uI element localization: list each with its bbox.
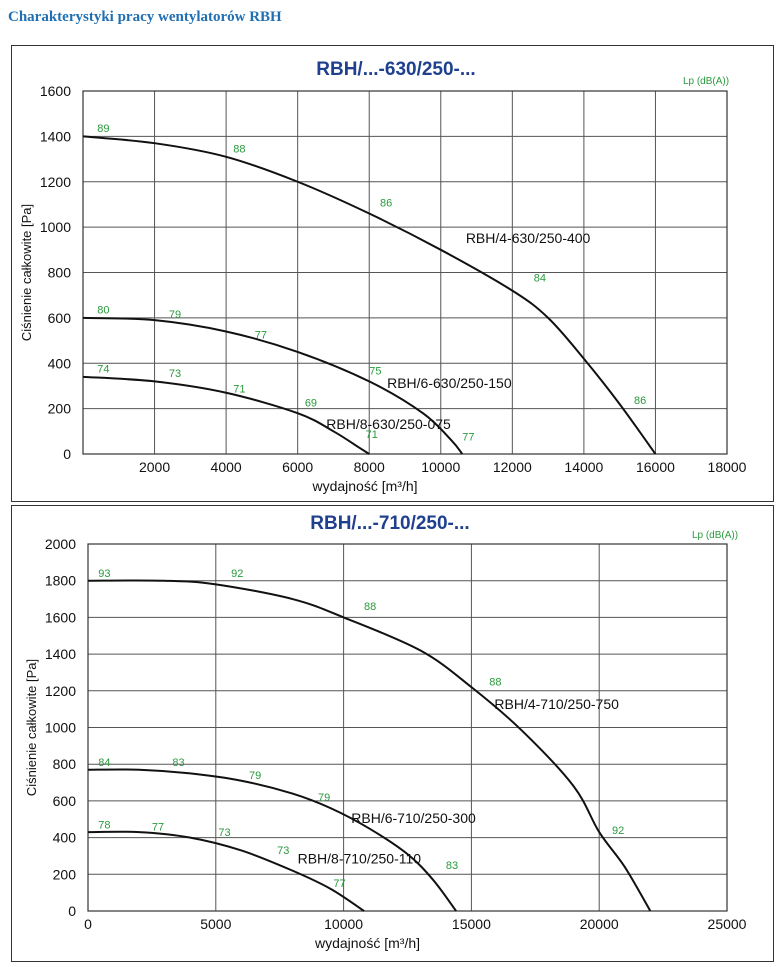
y-tick-label: 1600 [40,83,71,99]
lp-label: 71 [233,384,245,396]
x-tick-label: 15000 [452,916,491,932]
x-tick-label: 5000 [200,916,231,932]
plot-frame [82,90,728,455]
y-tick-label: 1000 [40,219,71,235]
lp-label: 77 [333,878,345,890]
lp-label: 84 [534,273,546,285]
series-label-2: RBH/6-710/250-300 [351,810,476,826]
x-tick-label: 12000 [493,459,532,475]
lp-label: 84 [98,757,110,769]
lp-label: 77 [462,431,474,443]
lp-label: 88 [233,143,245,155]
lp-label: 83 [172,757,184,769]
x-tick-label: 16000 [636,459,675,475]
x-tick-label: 10000 [421,459,460,475]
plot-frame [87,543,728,912]
lp-label: 88 [489,676,501,688]
x-tick-label: 2000 [139,459,170,475]
y-axis-label: Ciśnienie całkowite [Pa] [24,659,39,796]
x-tick-label: 4000 [211,459,242,475]
x-tick-label: 20000 [580,916,619,932]
x-tick-label: 6000 [282,459,313,475]
series-line-3 [82,375,370,455]
lp-label: 80 [97,304,109,316]
series-line-1 [82,135,657,455]
y-tick-label: 1000 [45,720,76,736]
chart-title: RBH/...-710/250-... [310,513,469,534]
chart-panel-710: RBH/...-710/250-... Lp (dB(A)) 0 5000 10000 1… [11,505,774,962]
y-tick-label: 2000 [45,536,76,552]
lp-label: 92 [231,568,243,580]
series-line-3 [87,830,365,912]
y-axis-label: Ciśnienie całkowite [Pa] [19,204,34,341]
lp-label: 86 [380,198,392,210]
x-tick-label: 8000 [354,459,385,475]
lp-label: 83 [446,860,458,872]
y-tick-label: 800 [53,756,77,772]
y-tick-label: 0 [68,903,76,919]
y-tick-label: 400 [48,355,72,371]
chart-panel-630: RBH/...-630/250-... Lp (dB(A)) 2000 4000 600… [11,45,774,502]
lp-label: 93 [98,568,110,580]
y-tick-label: 0 [63,446,71,462]
y-tick-label: 400 [53,830,77,846]
lp-label: 77 [255,329,267,341]
y-tick-label: 1200 [40,174,71,190]
y-tick-label: 1600 [45,609,76,625]
lp-label: 75 [369,366,381,378]
y-tick-label: 800 [48,265,72,281]
y-tick-label: 1800 [45,573,76,589]
x-axis-label: wydajność [m³/h] [314,935,420,951]
lp-label: 92 [612,825,624,837]
lp-label: 88 [364,601,376,613]
y-tick-label: 1400 [40,128,71,144]
lp-label: 78 [98,819,110,831]
chart-630-svg: RBH/...-630/250-...Lp (dB(A))2000 4000 600… [19,59,747,494]
series-label-1: RBH/4-710/250-750 [494,696,619,712]
x-tick-label: 25000 [708,916,747,932]
x-tick-label: 14000 [564,459,603,475]
x-tick-label: 0 [84,916,92,932]
lp-label: 71 [366,429,378,441]
lp-label: 79 [249,770,261,782]
y-tick-label: 600 [48,310,72,326]
series-label-2: RBH/6-630/250-150 [387,375,512,391]
lp-label: 77 [152,821,164,833]
y-tick-label: 1400 [45,646,76,662]
lp-label: 79 [169,309,181,321]
lp-label: 86 [634,395,646,407]
x-tick-label: 10000 [324,916,363,932]
lp-label: 73 [277,845,289,857]
series-label-1: RBH/4-630/250-400 [466,230,591,246]
lp-unit-label: Lp (dB(A)) [692,530,738,541]
lp-label: 79 [318,792,330,804]
y-tick-label: 600 [53,793,77,809]
series-line-2 [87,768,457,912]
y-tick-label: 1200 [45,683,76,699]
x-axis-label: wydajność [m³/h] [311,478,417,494]
series-label-3: RBH/8-630/250-075 [326,416,451,432]
chart-710-svg: RBH/...-710/250-...Lp (dB(A))0 5000 10000 1… [24,513,747,951]
series-line-2 [82,316,464,455]
series-line-1 [87,579,652,912]
series-label-3: RBH/8-710/250-110 [298,850,422,866]
lp-label: 73 [218,827,230,839]
lp-label: 73 [169,368,181,380]
lp-label: 69 [305,397,317,409]
chart-title: RBH/...-630/250-... [316,59,475,80]
x-tick-label: 18000 [708,459,747,475]
lp-label: 89 [97,123,109,135]
y-tick-label: 200 [53,866,77,882]
lp-label: 74 [97,363,109,375]
lp-unit-label: Lp (dB(A)) [683,76,729,87]
y-tick-label: 200 [48,401,72,417]
page-title: Charakterystyki pracy wentylatorów RBH [8,9,282,25]
